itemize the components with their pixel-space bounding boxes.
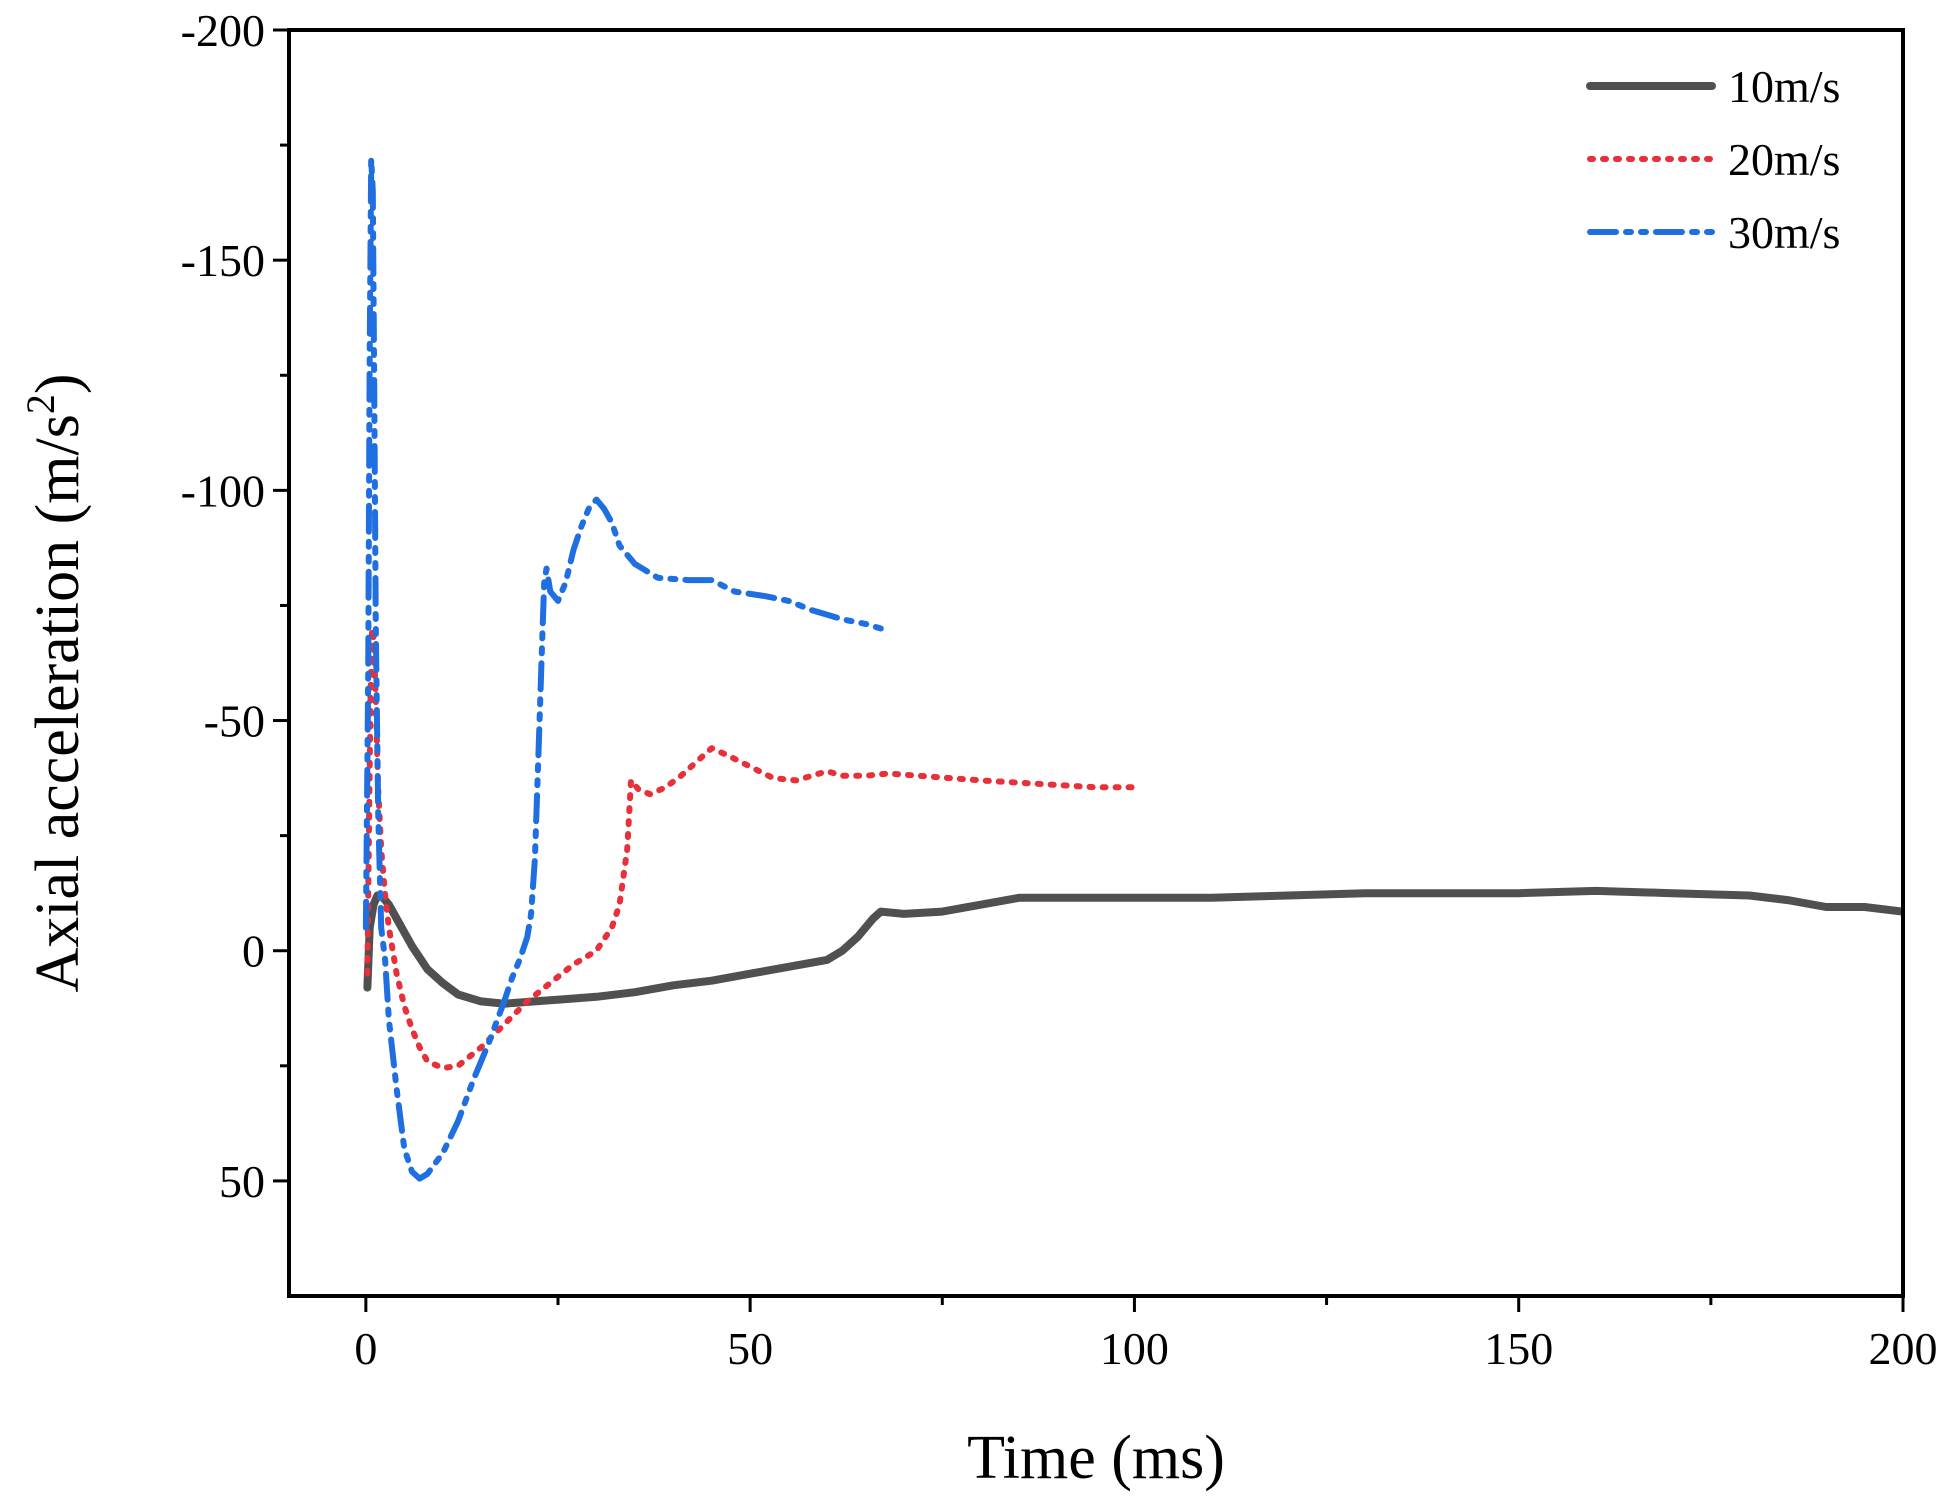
y-tick-label: 0 xyxy=(242,926,265,977)
series-layer xyxy=(362,155,1903,1182)
series-line-10m-per-s xyxy=(363,886,1903,1008)
series-line-20m-per-s xyxy=(364,625,1138,1072)
y-tick-label: -100 xyxy=(181,465,265,516)
x-tick-label: 150 xyxy=(1484,1323,1553,1374)
plot-frame xyxy=(287,28,1905,1298)
y-tick-label: -200 xyxy=(181,5,265,56)
y-tick-label: 50 xyxy=(219,1156,265,1207)
x-tick-label: 50 xyxy=(727,1323,773,1374)
y-axis-title-main: Axial acceleration (m/s xyxy=(24,414,92,992)
y-axis-title: Axial acceleration (m/s2) xyxy=(18,373,92,992)
legend-label-20m-per-s: 20m/s xyxy=(1728,134,1840,185)
axes-layer xyxy=(273,28,1905,1312)
labels-layer: 0 50 100 150 200 -200 -150 -100 -50 0 50 xyxy=(181,5,1938,1374)
series-line-30m-per-s xyxy=(362,155,884,1182)
y-axis-title-superscript: 2 xyxy=(18,394,63,414)
legend: 10m/s 20m/s 30m/s xyxy=(1586,61,1840,258)
legend-label-10m-per-s: 10m/s xyxy=(1728,61,1840,112)
y-axis-title-close: ) xyxy=(24,373,92,394)
x-axis-title: Time (ms) xyxy=(967,1424,1225,1492)
y-tick-label: -150 xyxy=(181,235,265,286)
y-tick-label: -50 xyxy=(204,696,265,747)
x-tick-label: 100 xyxy=(1100,1323,1169,1374)
legend-label-30m-per-s: 30m/s xyxy=(1728,207,1840,258)
x-tick-label: 0 xyxy=(354,1323,377,1374)
x-tick-label: 200 xyxy=(1869,1323,1938,1374)
